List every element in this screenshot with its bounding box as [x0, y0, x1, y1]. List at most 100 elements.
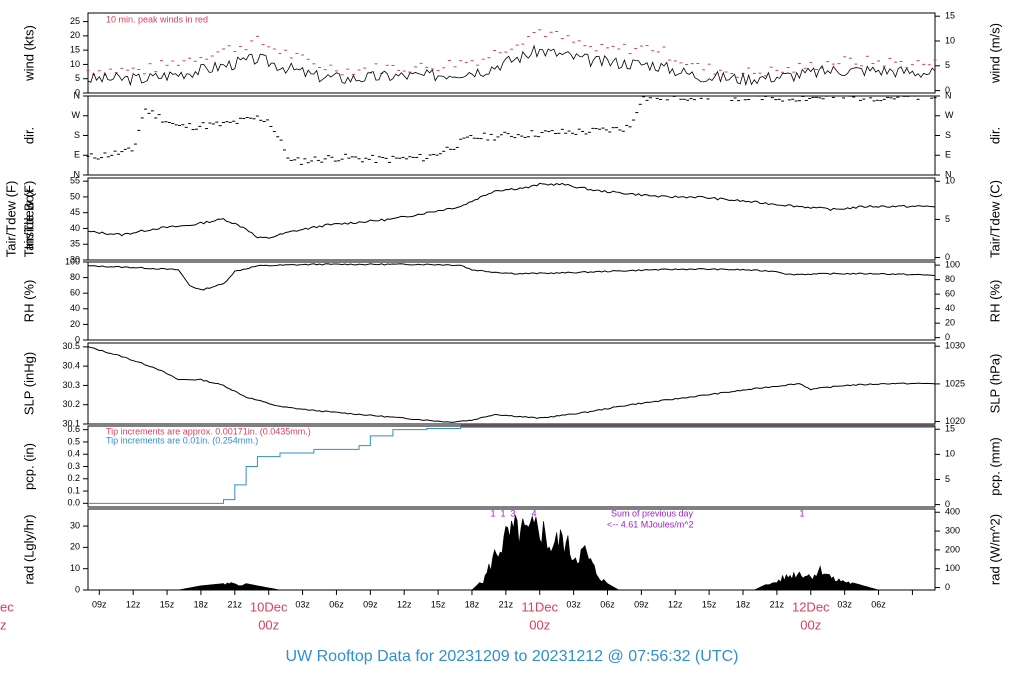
x-tick-label: 09z — [363, 599, 378, 609]
y-tick-label-right: 1025 — [945, 378, 965, 388]
panel-frame-wind — [87, 12, 936, 94]
x-tick-label: 03z — [295, 599, 310, 609]
pcp-note-blue: Tip increments are 0.01in. (0.254mm.) — [106, 435, 258, 445]
y-tick-label-left: 5 — [75, 73, 80, 83]
x-tick-label: 03z — [837, 599, 852, 609]
y-axis-title-left: Tair/Tdew (F) — [3, 181, 18, 258]
y-tick-label-right: 80 — [945, 274, 955, 284]
panel-frame-rh — [87, 261, 936, 341]
x-day-label: 12Dec — [792, 599, 830, 614]
y-tick-label-right: S — [945, 130, 951, 140]
y-axis-title-right: SLP (hPa) — [987, 354, 1002, 414]
y-tick-label-right: 400 — [945, 507, 960, 517]
y-tick-label-left: 0.2 — [67, 473, 80, 483]
rh-line — [87, 263, 936, 291]
x-tick-label: 09z — [634, 599, 649, 609]
y-tick-label-right: 10 — [945, 449, 955, 459]
y-tick-label-left: 0 — [75, 334, 80, 344]
y-tick-label-left: 60 — [70, 288, 80, 298]
y-axis-title-left: SLP (inHg) — [21, 352, 36, 415]
y-tick-label-left: 30.2 — [62, 399, 80, 409]
y-tick-label-right: 10 — [945, 35, 955, 45]
pcp-note-red: Tip increments are approx. 0.00171in. (0… — [106, 426, 311, 436]
y-tick-label-right: 60 — [945, 289, 955, 299]
x-day-label: 10Dec — [250, 599, 288, 614]
y-axis-title-left: pcp. (in) — [21, 443, 36, 490]
x-tick-label: 21z — [770, 599, 785, 609]
x-tick-label: 12z — [397, 599, 412, 609]
y-tick-label-right: W — [945, 110, 954, 120]
radiation-day-marker: 1 — [490, 508, 495, 518]
y-tick-label-left: N — [74, 169, 81, 179]
y-tick-label-right: 0 — [945, 85, 950, 95]
y-tick-label-right: 300 — [945, 525, 960, 535]
x-tick-label: 15z — [702, 599, 717, 609]
y-tick-label-left: 0.6 — [67, 424, 80, 434]
y-axis-title-right: wind (m/s) — [987, 23, 1002, 84]
y-tick-label-left: 0.1 — [67, 485, 80, 495]
y-tick-label-left: W — [72, 110, 81, 120]
y-tick-label-right: 0 — [945, 332, 950, 342]
y-tick-label-right: 15 — [945, 424, 955, 434]
y-tick-label-left: S — [74, 130, 80, 140]
x-tick-label: 18z — [194, 599, 209, 609]
y-tick-label-left: 45 — [70, 207, 80, 217]
x-tick-label: 12z — [668, 599, 683, 609]
temp-line — [87, 182, 936, 239]
y-tick-label-right: 40 — [945, 303, 955, 313]
y-tick-label-left: 0.0 — [67, 498, 80, 508]
panel-frame-dir — [87, 95, 936, 176]
y-tick-label-left: 40 — [70, 303, 80, 313]
y-axis-title-right: RH (%) — [987, 280, 1002, 323]
y-tick-label-right: 5 — [945, 474, 950, 484]
y-axis-title-left: rad (Lgly/hr) — [21, 514, 36, 584]
y-tick-label-right: 1030 — [945, 341, 965, 351]
radiation-day-marker: 1 — [500, 508, 505, 518]
y-tick-label-left: N — [74, 90, 81, 100]
pcp-line — [88, 426, 935, 504]
x-tick-label: 06z — [329, 599, 344, 609]
x-tick-label: 21z — [228, 599, 243, 609]
x-day-hour-label: 00z — [258, 617, 279, 632]
y-axis-title-left: RH (%) — [21, 280, 36, 323]
y-tick-label-left: E — [74, 150, 80, 160]
y-tick-label-left: 0.4 — [67, 449, 80, 459]
y-tick-label-left: 10 — [70, 59, 80, 69]
y-tick-label-left: 30 — [70, 254, 80, 264]
y-axis-title-right: rad (W/m^2) — [987, 514, 1002, 585]
y-axis-title-left: dir. — [21, 127, 36, 144]
y-tick-label-left: 20 — [70, 542, 80, 552]
x-tick-label: 18z — [465, 599, 480, 609]
y-tick-label-left: 10 — [70, 563, 80, 573]
y-tick-label-right: 5 — [945, 60, 950, 70]
y-tick-label-left: 100 — [65, 256, 80, 266]
x-day-label-partial: ec — [0, 599, 14, 614]
radiation-sum-title: Sum of previous day — [611, 508, 694, 518]
x-tick-label: 15z — [431, 599, 446, 609]
chart-footer-title: UW Rooftop Data for 20231209 to 20231212… — [285, 648, 739, 665]
y-tick-label-right: 1020 — [945, 416, 965, 426]
y-tick-label-left: 20 — [70, 30, 80, 40]
y-tick-label-right: 5 — [945, 214, 950, 224]
x-tick-label: 03z — [566, 599, 581, 609]
radiation-sum-value: <-- 4.61 MJoules/m^2 — [607, 519, 694, 529]
y-axis-title-left: wind (kts) — [21, 25, 36, 82]
y-axis-subtitle-left: Inside Box — [21, 188, 36, 249]
y-tick-label-left: 30.1 — [62, 418, 80, 428]
y-tick-label-right: E — [945, 150, 951, 160]
y-tick-label-right: 100 — [945, 563, 960, 573]
y-tick-label-left: 0.3 — [67, 461, 80, 471]
peak-wind-note: 10 min. peak winds in red — [106, 14, 208, 24]
wind-speed-line — [87, 44, 936, 87]
y-tick-label-right: 20 — [945, 318, 955, 328]
x-day-hour-label: 00z — [800, 617, 821, 632]
x-tick-label: 09z — [92, 599, 107, 609]
y-tick-label-left: 30.5 — [62, 341, 80, 351]
y-tick-label-left: 40 — [70, 223, 80, 233]
y-tick-label-right: 0 — [945, 252, 950, 262]
y-tick-label-left: 15 — [70, 45, 80, 55]
x-tick-label: 18z — [736, 599, 751, 609]
y-tick-label-left: 0.5 — [67, 436, 80, 446]
y-tick-label-left: 30.4 — [62, 361, 80, 371]
